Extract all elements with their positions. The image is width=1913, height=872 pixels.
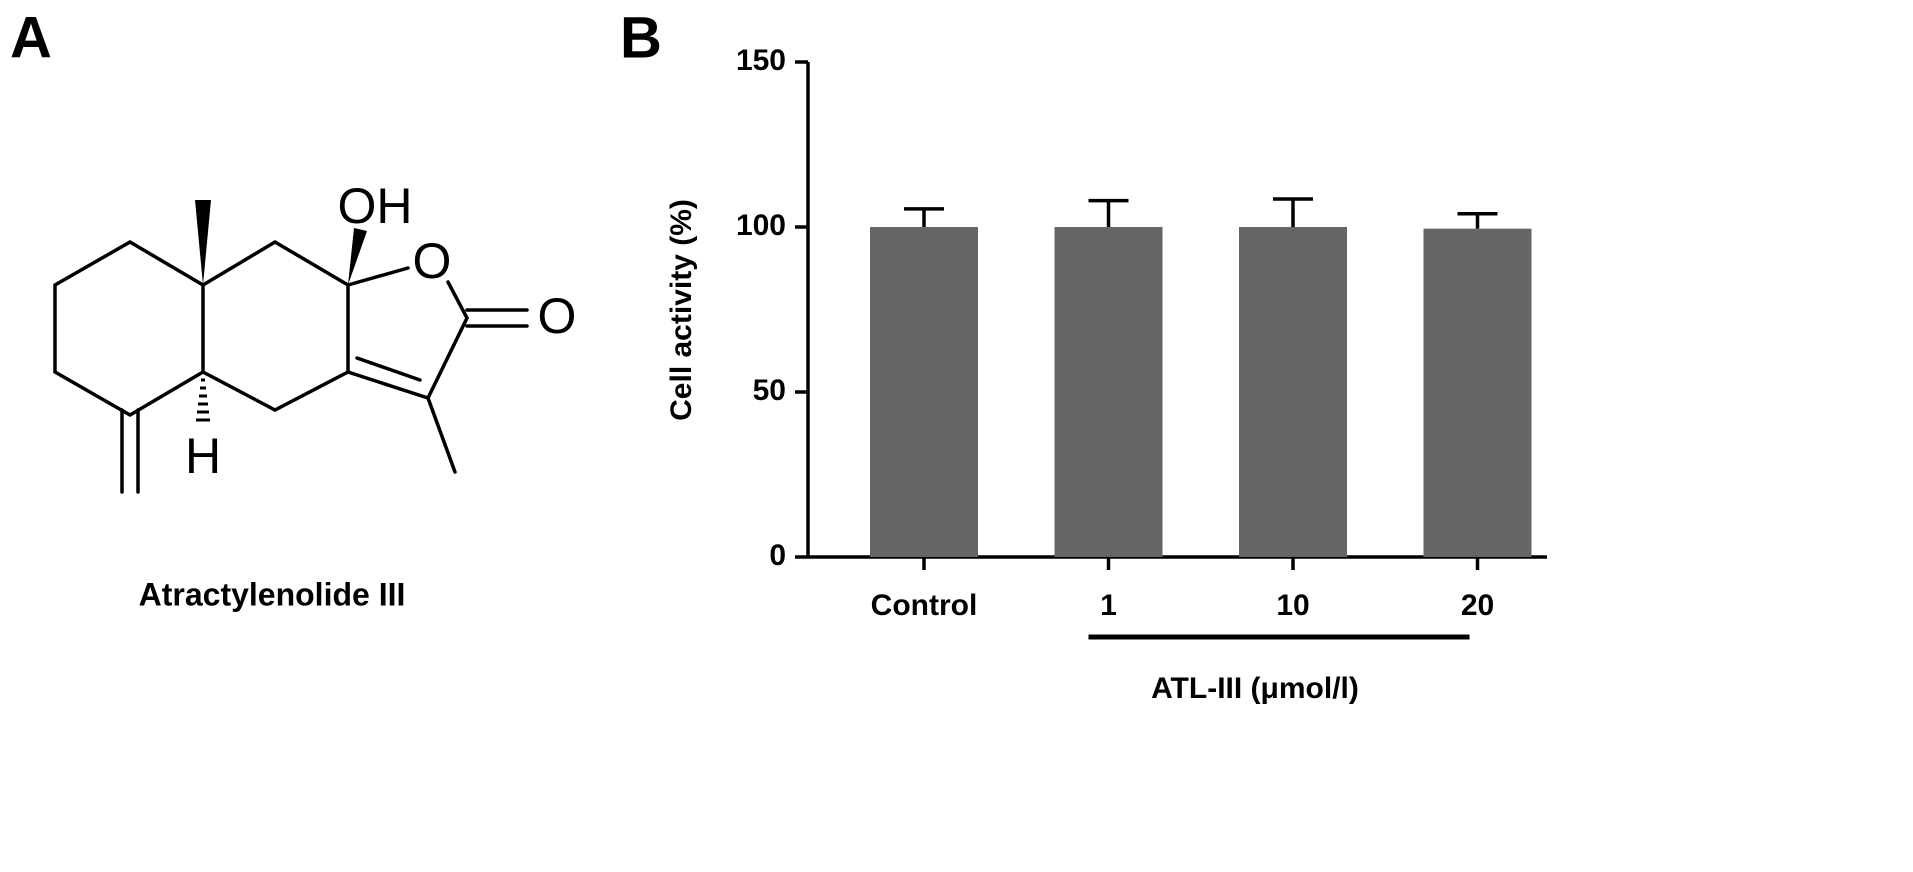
y-tick-label: 150 — [736, 44, 786, 77]
x-tick-label: 10 — [1276, 589, 1309, 622]
x-tick-label: 20 — [1461, 589, 1494, 622]
x-tick-label: 1 — [1100, 589, 1117, 622]
atom-label: O — [413, 233, 452, 289]
atom-label: O — [538, 288, 577, 344]
atom-label: H — [185, 428, 221, 484]
atom-label: OH — [338, 178, 413, 234]
bar — [1054, 227, 1163, 557]
group-label: ATL-III (μmol/l) — [1151, 672, 1359, 705]
y-axis-title: Cell activity (%) — [665, 199, 698, 421]
bar — [870, 227, 978, 557]
structure — [53, 200, 529, 494]
y-tick-label: 100 — [736, 209, 786, 242]
panel-a: A OH O O H Atractylenolide III — [10, 5, 576, 612]
panel-label: B — [620, 5, 662, 70]
y-tick-label: 50 — [753, 374, 786, 407]
compound-name: Atractylenolide III — [139, 576, 406, 612]
panel-label: A — [10, 5, 52, 70]
bar — [1239, 227, 1347, 557]
x-tick-label: Control — [871, 589, 978, 622]
y-tick-label: 0 — [769, 539, 786, 572]
bar — [1423, 228, 1532, 557]
